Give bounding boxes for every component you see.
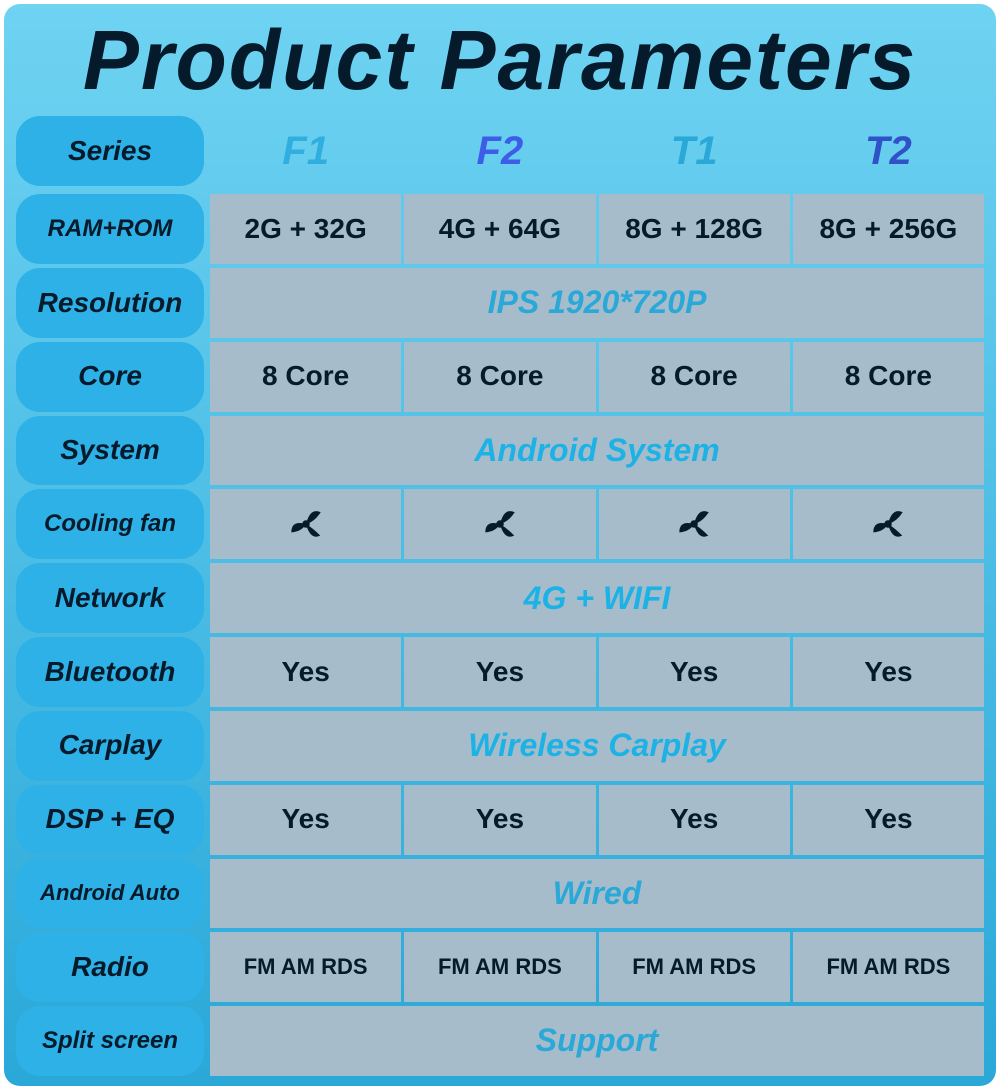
row-cells: IPS 1920*720P [210, 268, 984, 338]
table-row: Split screenSupport [16, 1006, 984, 1076]
table-row: ResolutionIPS 1920*720P [16, 268, 984, 338]
icon-cell [793, 489, 984, 559]
table-row: CarplayWireless Carplay [16, 711, 984, 781]
row-label: Radio [16, 932, 204, 1002]
row-cells: 4G + WIFI [210, 563, 984, 633]
data-cell: 8G + 256G [793, 194, 984, 264]
row-label: Split screen [16, 1006, 204, 1076]
row-cells: 2G + 32G4G + 64G8G + 128G8G + 256G [210, 194, 984, 264]
data-cell: 2G + 32G [210, 194, 401, 264]
table-row: RadioFM AM RDSFM AM RDSFM AM RDSFM AM RD… [16, 932, 984, 1002]
data-cell: Yes [210, 785, 401, 855]
row-cells: Android System [210, 416, 984, 486]
table-row: RAM+ROM2G + 32G4G + 64G8G + 128G8G + 256… [16, 194, 984, 264]
merged-cell: Wired [210, 859, 984, 929]
row-label: RAM+ROM [16, 194, 204, 264]
merged-cell: 4G + WIFI [210, 563, 984, 633]
fan-icon [285, 503, 327, 545]
row-label: Network [16, 563, 204, 633]
row-label: Carplay [16, 711, 204, 781]
row-cells: 8 Core8 Core8 Core8 Core [210, 342, 984, 412]
merged-cell: Support [210, 1006, 984, 1076]
row-label: Cooling fan [16, 489, 204, 559]
data-cell: Yes [793, 637, 984, 707]
page-title: Product Parameters [16, 14, 984, 106]
data-cell: FM AM RDS [404, 932, 595, 1002]
row-cells [210, 489, 984, 559]
row-cells: Wired [210, 859, 984, 929]
table-row: BluetoothYesYesYesYes [16, 637, 984, 707]
series-label: Series [16, 116, 204, 186]
row-label: Core [16, 342, 204, 412]
table-row: Android AutoWired [16, 859, 984, 929]
col-header-t1: T1 [599, 116, 790, 186]
table-row: Core8 Core8 Core8 Core8 Core [16, 342, 984, 412]
fan-icon [673, 503, 715, 545]
merged-cell: Wireless Carplay [210, 711, 984, 781]
table-row: DSP + EQYesYesYesYes [16, 785, 984, 855]
data-cell: 8 Core [210, 342, 401, 412]
fan-icon [867, 503, 909, 545]
row-label: Bluetooth [16, 637, 204, 707]
row-cells: YesYesYesYes [210, 637, 984, 707]
table-row: SystemAndroid System [16, 416, 984, 486]
row-cells: YesYesYesYes [210, 785, 984, 855]
row-label: DSP + EQ [16, 785, 204, 855]
data-cell: 8 Core [599, 342, 790, 412]
data-cell: 8 Core [793, 342, 984, 412]
row-label: Android Auto [16, 859, 204, 929]
table-row: Network4G + WIFI [16, 563, 984, 633]
data-cell: 8G + 128G [599, 194, 790, 264]
icon-cell [210, 489, 401, 559]
fan-icon [479, 503, 521, 545]
col-header-t2: T2 [793, 116, 984, 186]
header-cells: F1 F2 T1 T2 [210, 116, 984, 186]
row-cells: FM AM RDSFM AM RDSFM AM RDSFM AM RDS [210, 932, 984, 1002]
col-header-f2: F2 [404, 116, 595, 186]
header-row: Series F1 F2 T1 T2 [16, 116, 984, 186]
row-label: Resolution [16, 268, 204, 338]
icon-cell [404, 489, 595, 559]
col-header-f1: F1 [210, 116, 401, 186]
data-cell: Yes [404, 785, 595, 855]
data-cell: Yes [793, 785, 984, 855]
data-cell: 4G + 64G [404, 194, 595, 264]
data-cell: FM AM RDS [210, 932, 401, 1002]
row-label: System [16, 416, 204, 486]
data-cell: Yes [210, 637, 401, 707]
parameters-table: Product Parameters Series F1 F2 T1 T2 RA… [4, 4, 996, 1086]
data-cell: FM AM RDS [793, 932, 984, 1002]
data-cell: Yes [599, 785, 790, 855]
data-cell: Yes [599, 637, 790, 707]
data-cell: Yes [404, 637, 595, 707]
merged-cell: Android System [210, 416, 984, 486]
merged-cell: IPS 1920*720P [210, 268, 984, 338]
row-cells: Support [210, 1006, 984, 1076]
data-cell: 8 Core [404, 342, 595, 412]
data-cell: FM AM RDS [599, 932, 790, 1002]
table-row: Cooling fan [16, 489, 984, 559]
row-cells: Wireless Carplay [210, 711, 984, 781]
icon-cell [599, 489, 790, 559]
